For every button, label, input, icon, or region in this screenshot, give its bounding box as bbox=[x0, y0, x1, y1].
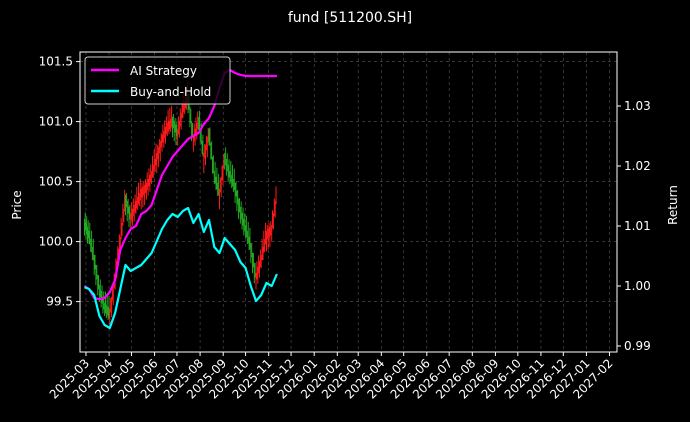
y-tick-label: 100.5 bbox=[39, 175, 73, 189]
plot-frame bbox=[79, 51, 618, 353]
y2-tick-label: 1.02 bbox=[624, 159, 651, 173]
legend-label-ai-strategy: AI Strategy bbox=[130, 64, 197, 78]
y-tick-label: 101.5 bbox=[39, 55, 73, 69]
y-tick-label: 101.0 bbox=[39, 115, 73, 129]
y2-tick-label: 1.03 bbox=[624, 99, 651, 113]
chart-title: fund [511200.SH] bbox=[288, 10, 412, 26]
y-tick-label: 100.0 bbox=[39, 235, 73, 249]
legend-label-buy-and-hold: Buy-and-Hold bbox=[130, 85, 211, 99]
y-tick-label: 99.5 bbox=[46, 295, 73, 309]
y2-tick-label: 1.00 bbox=[624, 279, 651, 293]
series-lines-layer bbox=[83, 68, 278, 330]
y-axis-label: Price bbox=[10, 190, 24, 219]
y2-tick-label: 1.01 bbox=[624, 219, 651, 233]
buy-and-hold-line bbox=[84, 206, 278, 330]
y2-tick-label: 0.99 bbox=[624, 339, 651, 353]
y2-axis-label: Return bbox=[666, 185, 680, 225]
ai-strategy-line bbox=[83, 68, 277, 301]
legend-box bbox=[84, 56, 231, 105]
legend: AI Strategy Buy-and-Hold bbox=[84, 56, 231, 105]
